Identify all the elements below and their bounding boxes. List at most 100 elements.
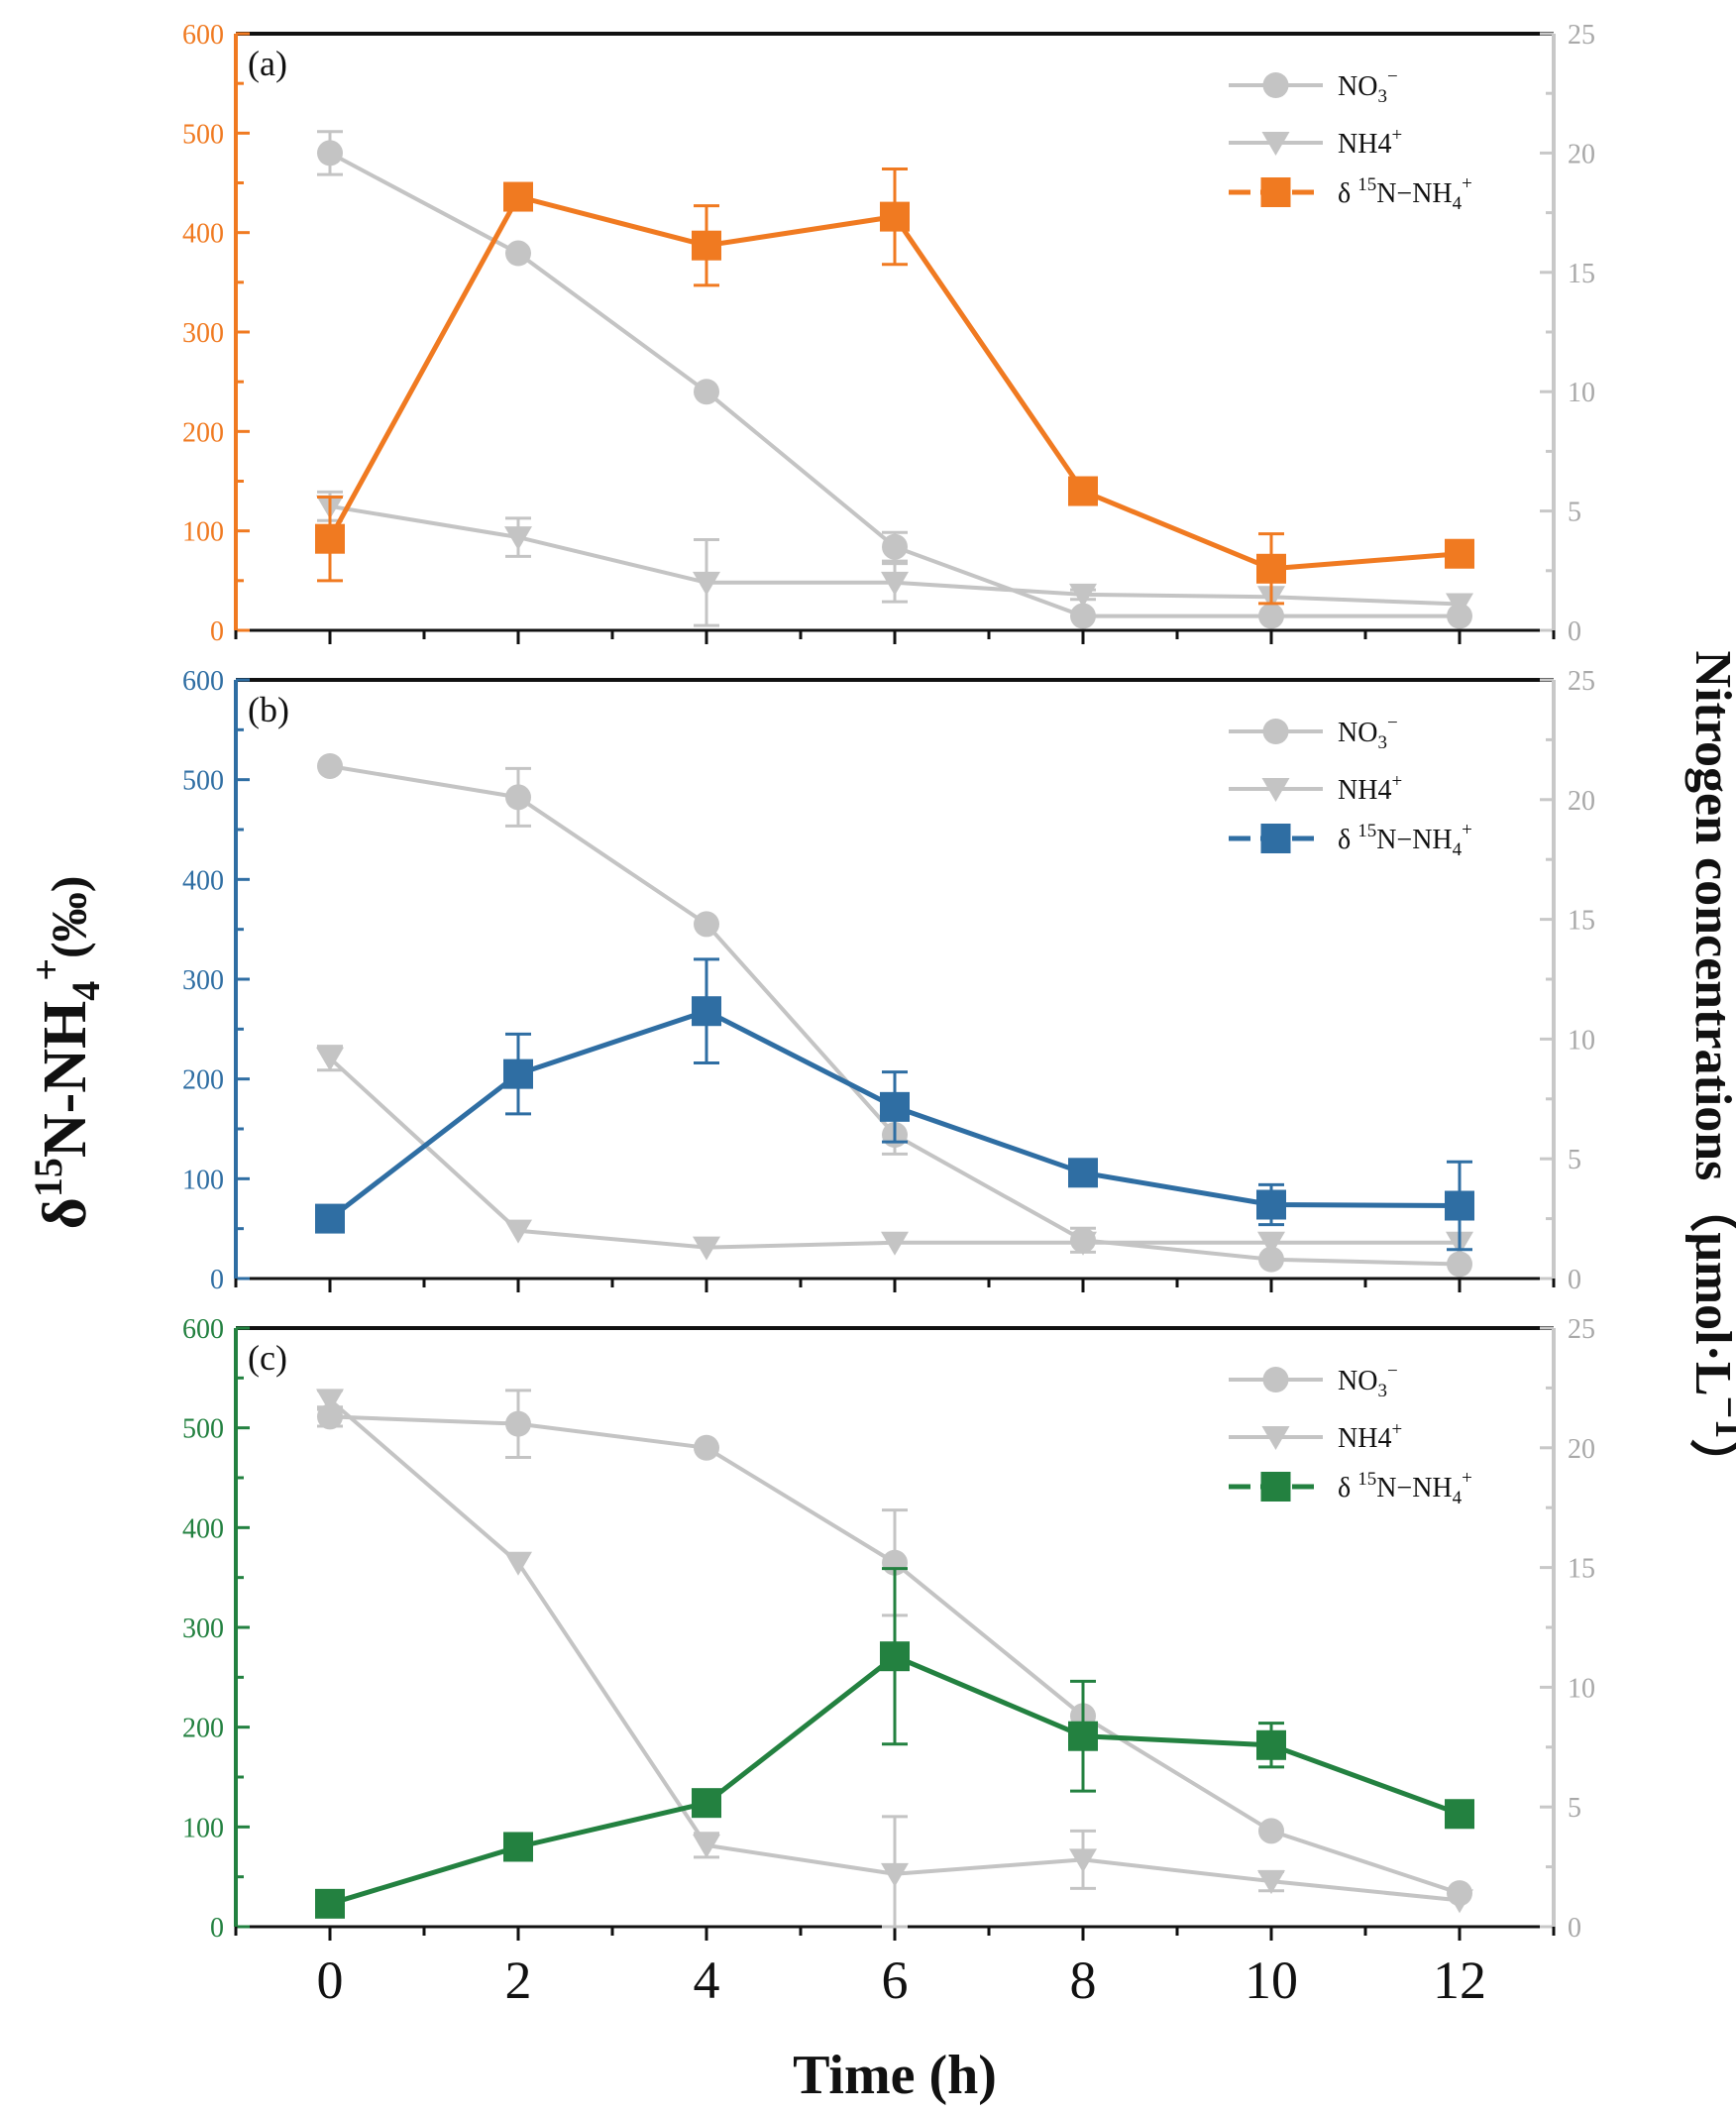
legend-marker-delta: [1260, 177, 1291, 207]
left-tick-label: 600: [182, 1314, 224, 1345]
right-tick-label: 25: [1568, 1314, 1595, 1345]
data-point-delta: [1256, 1729, 1286, 1760]
left-tick-label: 500: [182, 1414, 224, 1445]
data-point-nh4: [1446, 1889, 1473, 1914]
data-point-no3: [1258, 1818, 1284, 1844]
right-tick-label: 20: [1568, 786, 1595, 817]
right-tick-label: 15: [1568, 1554, 1595, 1585]
data-point-no3: [1447, 1251, 1472, 1278]
x-tick-label: 10: [1245, 1950, 1298, 2010]
data-point-delta: [1068, 1158, 1098, 1188]
x-tick-label: 0: [317, 1950, 344, 2010]
series-no3: [317, 752, 1472, 1278]
data-point-delta: [503, 181, 533, 212]
series-nh4: [316, 1045, 1473, 1261]
data-point-no3: [1258, 603, 1284, 629]
legend-sup: +: [1462, 173, 1472, 194]
left-tick-label: 500: [182, 119, 224, 150]
left-tick-label: 400: [182, 219, 224, 250]
legend-sup: −: [1387, 1361, 1398, 1382]
data-point-nh4: [504, 1551, 532, 1576]
right-tick-label: 25: [1568, 20, 1595, 51]
left-tick-label: 0: [210, 1265, 224, 1295]
legend-sub: 4: [1453, 1488, 1463, 1508]
x-tick-label: 8: [1070, 1950, 1097, 2010]
data-point-nh4: [1257, 1231, 1285, 1256]
legend-marker-delta: [1260, 1472, 1291, 1502]
panel-2: 01002003004005006000510152025(b)NO3−NH4+…: [182, 666, 1595, 1295]
right-tick-label: 10: [1568, 1025, 1595, 1056]
data-point-delta: [1256, 553, 1286, 584]
legend-label-nh4: NH4+: [1338, 125, 1402, 160]
right-tick-label: 10: [1568, 378, 1595, 408]
legend-sup: +: [1462, 1468, 1472, 1489]
data-point-delta: [503, 1058, 533, 1089]
data-point-nh4: [881, 1231, 909, 1256]
data-point-delta: [692, 996, 721, 1027]
legend: NO3−NH4+δ 15N−NH4+: [1229, 1361, 1472, 1508]
legend-label-no3: NO3−: [1338, 66, 1398, 107]
data-point-nh4: [1257, 1870, 1285, 1895]
legend-marker-nh4: [1261, 132, 1290, 156]
legend-sup: +: [1391, 1419, 1402, 1440]
legend-sub: 4: [1453, 839, 1463, 860]
data-point-nh4: [504, 1219, 532, 1244]
series-nh4: [316, 1389, 1473, 1929]
left-tick-label: 100: [182, 1165, 224, 1195]
left-axis-title: δ15N-NH4+(‰): [24, 876, 108, 1230]
legend-sup: +: [1462, 820, 1472, 840]
legend-label-no3: NO3−: [1338, 1361, 1398, 1401]
left-tick-label: 300: [182, 318, 224, 349]
legend-text: δ: [1338, 1473, 1357, 1503]
data-point-delta: [1068, 476, 1098, 506]
data-point-delta: [315, 1203, 345, 1234]
data-point-delta: [880, 1091, 910, 1122]
right-axis-title-close: ）: [1684, 1438, 1736, 1490]
data-point-nh4: [1069, 583, 1097, 608]
data-point-no3: [694, 379, 719, 405]
legend-mass: 15: [1357, 1469, 1376, 1490]
right-tick-label: 20: [1568, 1434, 1595, 1465]
legend-label-delta: δ 15N−NH4+: [1338, 820, 1472, 860]
panel-label: (a): [248, 44, 287, 83]
panel-label: (b): [248, 690, 289, 729]
left-tick-label: 200: [182, 417, 224, 448]
left-tick-label: 0: [210, 1913, 224, 1944]
data-point-delta: [1256, 1189, 1286, 1220]
left-tick-label: 100: [182, 1813, 224, 1843]
left-axis-title-delta: δ: [32, 1197, 99, 1229]
data-point-nh4: [881, 571, 909, 596]
series-delta: [315, 167, 1474, 606]
data-point-nh4: [881, 1862, 909, 1887]
left-axis-title-sub: 4: [63, 981, 108, 1001]
x-tick-label: 6: [882, 1950, 909, 2010]
legend-marker-no3: [1262, 72, 1289, 98]
left-tick-label: 300: [182, 965, 224, 996]
data-point-no3: [694, 1434, 719, 1461]
left-tick-label: 600: [182, 20, 224, 51]
data-point-nh4: [693, 1236, 720, 1261]
data-point-nh4: [693, 571, 720, 596]
data-point-nh4: [316, 1047, 344, 1071]
panels: 01002003004005006000510152025(a)NO3−NH4+…: [182, 20, 1595, 2010]
legend-text-n: N−NH: [1376, 825, 1452, 855]
left-tick-label: 300: [182, 1614, 224, 1644]
legend-text: NH4: [1338, 129, 1391, 160]
left-axis-title-sup: +: [24, 958, 68, 981]
right-tick-label: 10: [1568, 1673, 1595, 1704]
left-axis-title-unit: (‰): [41, 876, 96, 958]
legend: NO3−NH4+δ 15N−NH4+: [1229, 713, 1472, 860]
x-tick-label: 2: [505, 1950, 532, 2010]
x-axis-title: Time (h): [793, 2045, 997, 2106]
legend-text: NH4: [1338, 775, 1391, 806]
legend-label-delta: δ 15N−NH4+: [1338, 173, 1472, 214]
data-point-no3: [694, 911, 719, 938]
data-point-delta: [880, 201, 910, 232]
data-point-no3: [505, 784, 531, 811]
data-point-delta: [503, 1832, 533, 1862]
legend-mass: 15: [1357, 174, 1376, 195]
data-point-nh4: [1069, 1848, 1097, 1873]
left-tick-label: 200: [182, 1065, 224, 1096]
legend-sup: +: [1391, 125, 1402, 146]
